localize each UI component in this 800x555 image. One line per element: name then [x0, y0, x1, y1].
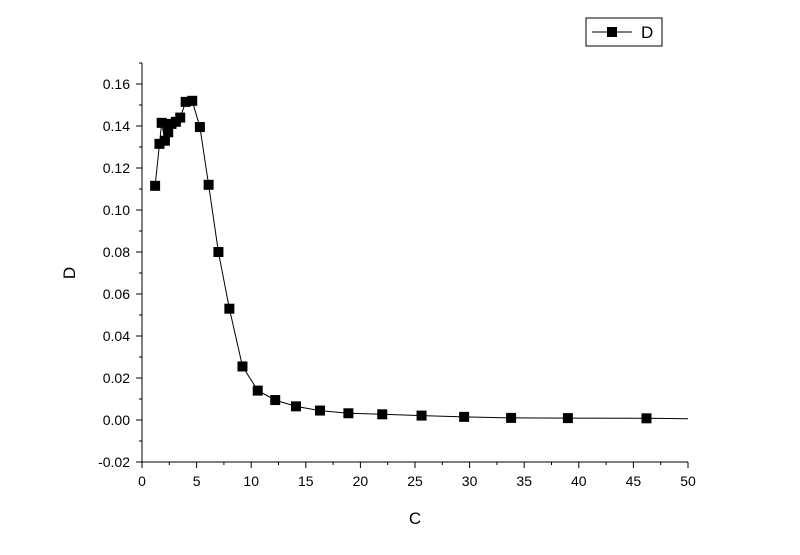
y-tick-label: 0.04 — [103, 328, 130, 344]
y-tick-label: 0.10 — [103, 202, 130, 218]
x-tick-label: 20 — [353, 473, 369, 489]
y-tick-label: 0.06 — [103, 286, 130, 302]
data-point — [237, 361, 248, 372]
x-tick-label: 35 — [516, 473, 532, 489]
axes — [141, 63, 688, 463]
y-tick-label: 0.02 — [103, 370, 130, 386]
x-tick-label: 10 — [243, 473, 259, 489]
x-tick-label: 0 — [138, 473, 146, 489]
data-point — [506, 412, 517, 423]
x-tick-label: 30 — [462, 473, 478, 489]
data-point — [252, 385, 263, 396]
x-tick-label: 50 — [680, 473, 696, 489]
y-tick-label: 0.14 — [103, 118, 130, 134]
x-tick-label: 25 — [407, 473, 423, 489]
legend-marker-square — [607, 27, 617, 37]
data-point — [156, 117, 167, 128]
data-point — [187, 95, 198, 106]
data-point — [314, 405, 325, 416]
data-point — [213, 247, 224, 257]
data-point — [175, 112, 186, 123]
legend: D — [585, 17, 663, 47]
data-point — [343, 408, 354, 419]
data-point — [194, 122, 205, 133]
series-layer — [150, 95, 689, 424]
legend-label: D — [641, 23, 653, 42]
data-point — [224, 303, 235, 314]
data-point — [641, 413, 652, 424]
data-point — [416, 410, 427, 421]
x-tick-label: 15 — [298, 473, 314, 489]
y-tick-label: 0.12 — [103, 160, 130, 176]
data-point — [163, 127, 174, 138]
x-axis-title: C — [409, 509, 421, 528]
data-point — [562, 413, 573, 424]
x-tick-label: 5 — [193, 473, 201, 489]
y-tick-label: 0.16 — [103, 76, 130, 92]
data-point — [180, 96, 191, 107]
data-point — [154, 138, 165, 149]
data-point — [270, 395, 281, 406]
y-tick-label: 0.00 — [103, 412, 130, 428]
data-point — [150, 180, 161, 191]
data-point — [159, 135, 170, 146]
series-line — [154, 100, 689, 420]
data-point — [203, 179, 214, 190]
x-tick-label: 45 — [626, 473, 642, 489]
y-tick-label: 0.08 — [103, 244, 130, 260]
x-tick-label: 40 — [571, 473, 587, 489]
data-point — [377, 409, 388, 420]
data-point — [459, 411, 470, 422]
y-tick-label: -0.02 — [98, 454, 130, 470]
ticks: 0 5 10 15 20 25 30 35 40 45 50 -0.02 0.00 0.02 0.04 0.0… — [98, 62, 696, 489]
y-axis-title: D — [60, 267, 79, 279]
data-point — [290, 401, 301, 412]
